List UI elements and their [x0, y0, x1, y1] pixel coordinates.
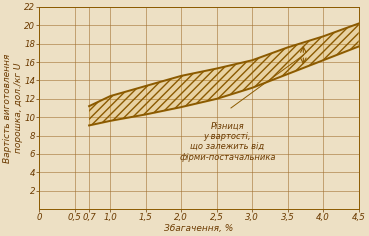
Text: Різниця
у вартості,
що залежить від
фірми-постачальника: Різниця у вартості, що залежить від фірм…: [179, 122, 276, 162]
Y-axis label: Вартість виготовлення
порошка, дол./кг U: Вартість виготовлення порошка, дол./кг U: [3, 53, 23, 163]
X-axis label: Збагачення, %: Збагачення, %: [165, 223, 234, 232]
